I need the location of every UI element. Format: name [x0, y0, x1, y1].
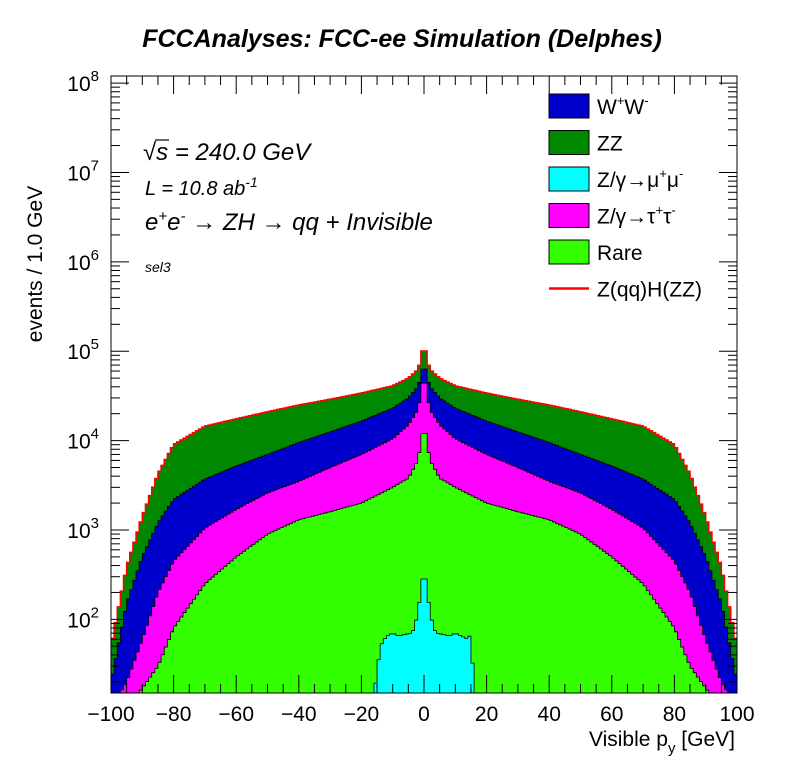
x-axis-ticks: −100 −80 −60 −40 −20 0 20 40 60 80 100	[87, 76, 755, 726]
legend-swatch-mumu	[548, 166, 590, 192]
x-tick-label: 60	[600, 703, 623, 726]
x-axis-label: Visible py [GeV]	[589, 728, 735, 757]
stacked-histograms	[111, 350, 737, 693]
x-tick-label: 20	[475, 703, 498, 726]
layer-mumu	[373, 578, 475, 693]
legend-label-rare: Rare	[597, 242, 643, 265]
y-tick-label: 106	[67, 247, 99, 275]
sqrt-s-label: √s = 240.0 GeV	[143, 139, 312, 166]
luminosity-label: L = 10.8 ab-1	[145, 174, 258, 200]
y-tick-label: 107	[67, 157, 99, 185]
process-label: e+e- → ZH → qq + Invisible	[145, 208, 433, 236]
legend-swatch-tautau	[548, 203, 590, 228]
annotations: √s = 240.0 GeV L = 10.8 ab-1 e+e- → ZH →…	[143, 139, 433, 275]
legend-label-zz: ZZ	[597, 133, 623, 156]
y-axis-label: events / 1.0 GeV	[24, 186, 47, 342]
legend-label-tautau: Z/γ→τ+τ-	[597, 203, 676, 229]
x-tick-label: 100	[719, 703, 754, 726]
y-tick-label: 105	[67, 336, 99, 364]
x-tick-label: 0	[418, 703, 430, 726]
x-tick-label: −60	[218, 703, 254, 726]
y-tick-label: 108	[67, 68, 99, 96]
legend-label-ww: W+W-	[597, 93, 649, 119]
x-tick-label: −20	[344, 703, 380, 726]
chart-title: FCCAnalyses: FCC-ee Simulation (Delphes)	[142, 25, 662, 53]
y-tick-label: 102	[67, 604, 99, 632]
layer-rare	[138, 433, 710, 693]
selection-label: sel3	[145, 259, 171, 275]
y-tick-label: 104	[67, 426, 99, 454]
legend-swatch-zz	[548, 130, 590, 155]
layer-signal-line	[111, 350, 737, 640]
legend: W+W- ZZ Z/γ→μ+μ- Z/γ→τ+τ- Rare Z(qq)H(ZZ)	[548, 93, 702, 302]
legend-label-signal: Z(qq)H(ZZ)	[597, 279, 702, 302]
legend-swatch-rare	[548, 239, 590, 265]
x-tick-label: 80	[663, 703, 686, 726]
y-tick-label: 103	[67, 515, 99, 543]
x-tick-label: 40	[538, 703, 561, 726]
y-axis-ticks: 102 103 104 105 106 107 108	[67, 68, 737, 683]
legend-label-mumu: Z/γ→μ+μ-	[597, 166, 683, 192]
x-tick-label: −40	[281, 703, 317, 726]
legend-swatch-ww	[548, 93, 590, 119]
x-tick-label: −80	[156, 703, 192, 726]
x-tick-label: −100	[87, 703, 134, 726]
